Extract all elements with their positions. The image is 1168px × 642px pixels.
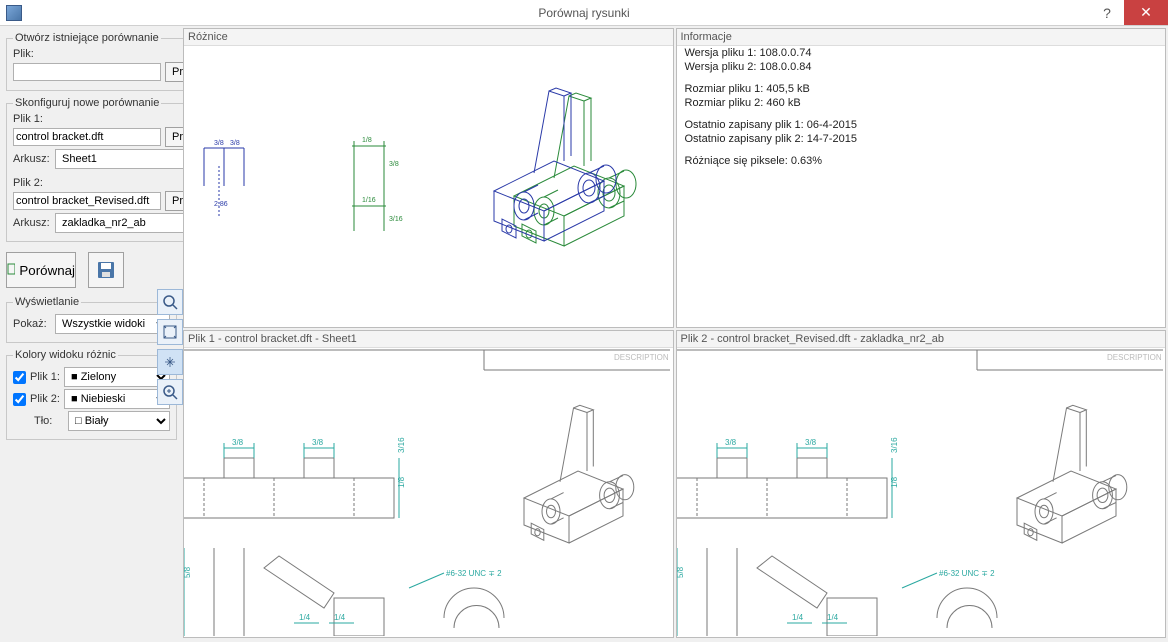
- file1-color-select[interactable]: ■ Zielony: [64, 367, 170, 387]
- file1-canvas[interactable]: DESCRIPTION 3/8 3/8 1/8 3/16 5/8 1/4 1/4 #6-32 U…: [184, 348, 673, 637]
- svg-text:1/4: 1/4: [299, 613, 311, 622]
- svg-text:#6-32 UNC ∓ 2: #6-32 UNC ∓ 2: [939, 569, 995, 578]
- svg-text:3/8: 3/8: [214, 140, 224, 147]
- open-existing-legend: Otwórz istniejące porównanie: [13, 32, 161, 44]
- file1-panel: Plik 1 - control bracket.dft - Sheet1 DE…: [183, 330, 674, 638]
- show-label: Pokaż:: [13, 318, 51, 330]
- svg-text:1/4: 1/4: [792, 613, 804, 622]
- svg-text:1/4: 1/4: [334, 613, 346, 622]
- info-date2: Ostatnio zapisany plik 2: 14-7-2015: [677, 132, 1166, 146]
- open-file-input[interactable]: [13, 63, 161, 81]
- svg-text:3/16: 3/16: [389, 216, 403, 223]
- svg-text:1/8: 1/8: [890, 476, 899, 488]
- display-legend: Wyświetlanie: [13, 296, 81, 308]
- info-version2: Wersja pliku 2: 108.0.0.84: [677, 60, 1166, 74]
- colors-group: Kolory widoku różnic Plik 1: ■ Zielony P…: [6, 349, 177, 440]
- svg-text:5/8: 5/8: [184, 566, 192, 578]
- svg-text:3/8: 3/8: [389, 161, 399, 168]
- file2-canvas[interactable]: DESCRIPTION 3/8 3/8 1/8 3/16 5/8 1/4 1/4 #6-32 U…: [677, 348, 1166, 637]
- svg-text:1/8: 1/8: [397, 476, 406, 488]
- window-title: Porównaj rysunki: [0, 6, 1168, 20]
- svg-text:2,86: 2,86: [214, 201, 228, 208]
- display-group: Wyświetlanie Pokaż: Wszystkie widoki: [6, 296, 177, 343]
- pan-tool[interactable]: [157, 349, 183, 375]
- file2-input[interactable]: [13, 192, 161, 210]
- svg-text:1/16: 1/16: [362, 197, 376, 204]
- svg-text:5/8: 5/8: [677, 566, 685, 578]
- svg-text:1/8: 1/8: [362, 137, 372, 144]
- svg-text:#6-32 UNC ∓ 2: #6-32 UNC ∓ 2: [446, 569, 502, 578]
- svg-text:3/8: 3/8: [725, 438, 737, 447]
- svg-text:3/8: 3/8: [230, 140, 240, 147]
- file2-panel-title: Plik 2 - control bracket_Revised.dft - z…: [677, 331, 1166, 348]
- bg-label: Tło:: [34, 415, 64, 427]
- save-button[interactable]: [88, 252, 124, 288]
- colors-legend: Kolory widoku różnic: [13, 349, 118, 361]
- compare-button-label: Porównaj: [19, 263, 75, 278]
- svg-text:DESCRIPTION: DESCRIPTION: [614, 353, 669, 362]
- svg-text:3/8: 3/8: [232, 438, 244, 447]
- file1-input[interactable]: [13, 128, 161, 146]
- file1-panel-title: Plik 1 - control bracket.dft - Sheet1: [184, 331, 673, 348]
- file1-color-checkbox[interactable]: [13, 371, 26, 384]
- info-panel-title: Informacje: [677, 29, 1166, 46]
- differences-panel: Różnice 3/8 3/8 2,86 1/8 3/8 1/16 3/16: [183, 28, 674, 328]
- info-panel: Informacje Wersja pliku 1: 108.0.0.74 We…: [676, 28, 1167, 328]
- svg-text:3/8: 3/8: [805, 438, 817, 447]
- info-date1: Ostatnio zapisany plik 1: 06-4-2015: [677, 118, 1166, 132]
- svg-text:1/4: 1/4: [827, 613, 839, 622]
- info-pixels: Różniące się piksele: 0.63%: [677, 154, 1166, 168]
- svg-text:3/8: 3/8: [312, 438, 324, 447]
- show-select[interactable]: Wszystkie widoki: [55, 314, 170, 334]
- sheet2-label: Arkusz:: [13, 217, 51, 229]
- close-button[interactable]: ✕: [1124, 0, 1168, 25]
- zoom-area-tool[interactable]: [157, 289, 183, 315]
- info-size2: Rozmiar pliku 2: 460 kB: [677, 96, 1166, 110]
- configure-legend: Skonfiguruj nowe porównanie: [13, 97, 161, 109]
- compare-button[interactable]: Porównaj: [6, 252, 76, 288]
- file2-color-select[interactable]: ■ Niebieski: [64, 389, 170, 409]
- sheet1-label: Arkusz:: [13, 153, 51, 165]
- diff-panel-title: Różnice: [184, 29, 673, 46]
- info-size1: Rozmiar pliku 1: 405,5 kB: [677, 82, 1166, 96]
- bg-color-select[interactable]: □ Biały: [68, 411, 170, 431]
- help-button[interactable]: ?: [1090, 0, 1124, 25]
- svg-text:3/16: 3/16: [397, 437, 406, 453]
- info-version1: Wersja pliku 1: 108.0.0.74: [677, 46, 1166, 60]
- file2-color-checkbox[interactable]: [13, 393, 26, 406]
- diff-canvas[interactable]: 3/8 3/8 2,86 1/8 3/8 1/16 3/16: [184, 46, 673, 327]
- color-file2-label: Plik 2:: [30, 393, 60, 405]
- color-file1-label: Plik 1:: [30, 371, 60, 383]
- fit-tool[interactable]: [157, 319, 183, 345]
- zoom-tool[interactable]: [157, 379, 183, 405]
- svg-text:DESCRIPTION: DESCRIPTION: [1107, 353, 1162, 362]
- file2-panel: Plik 2 - control bracket_Revised.dft - z…: [676, 330, 1167, 638]
- svg-text:3/16: 3/16: [890, 437, 899, 453]
